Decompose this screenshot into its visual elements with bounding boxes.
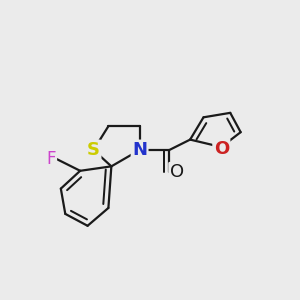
Text: S: S — [87, 141, 100, 159]
Text: O: O — [170, 163, 184, 181]
Text: F: F — [46, 150, 56, 168]
Text: N: N — [132, 141, 147, 159]
Text: O: O — [214, 140, 229, 158]
